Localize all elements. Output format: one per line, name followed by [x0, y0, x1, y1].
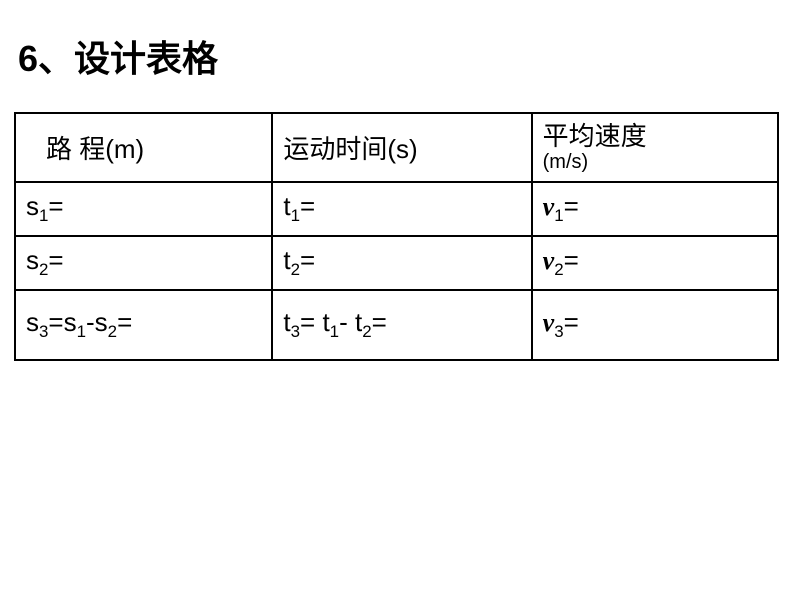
table-row: s2= t2= v2=	[15, 236, 778, 290]
section-title: 6、设计表格	[10, 30, 784, 82]
cell-t2: t2=	[272, 236, 531, 290]
table-header-row: 路 程(m) 运动时间(s) 平均速度 (m/s)	[15, 113, 778, 182]
avg-speed-unit: (m/s)	[543, 151, 767, 173]
header-time: 运动时间(s)	[272, 113, 531, 182]
cell-s1: s1=	[15, 182, 272, 236]
avg-speed-text: 平均速度	[543, 122, 767, 151]
cell-v1: v1=	[532, 182, 778, 236]
header-avg-speed: 平均速度 (m/s)	[532, 113, 778, 182]
cell-t3: t3= t1- t2=	[272, 290, 531, 360]
table-row: s3=s1-s2= t3= t1- t2= v3=	[15, 290, 778, 360]
cell-s2: s2=	[15, 236, 272, 290]
header-distance: 路 程(m)	[15, 113, 272, 182]
table-row: s1= t1= v1=	[15, 182, 778, 236]
design-table: 路 程(m) 运动时间(s) 平均速度 (m/s) s1= t1= v1= s2…	[14, 112, 779, 361]
cell-v2: v2=	[532, 236, 778, 290]
cell-v3: v3=	[532, 290, 778, 360]
cell-t1: t1=	[272, 182, 531, 236]
cell-s3: s3=s1-s2=	[15, 290, 272, 360]
